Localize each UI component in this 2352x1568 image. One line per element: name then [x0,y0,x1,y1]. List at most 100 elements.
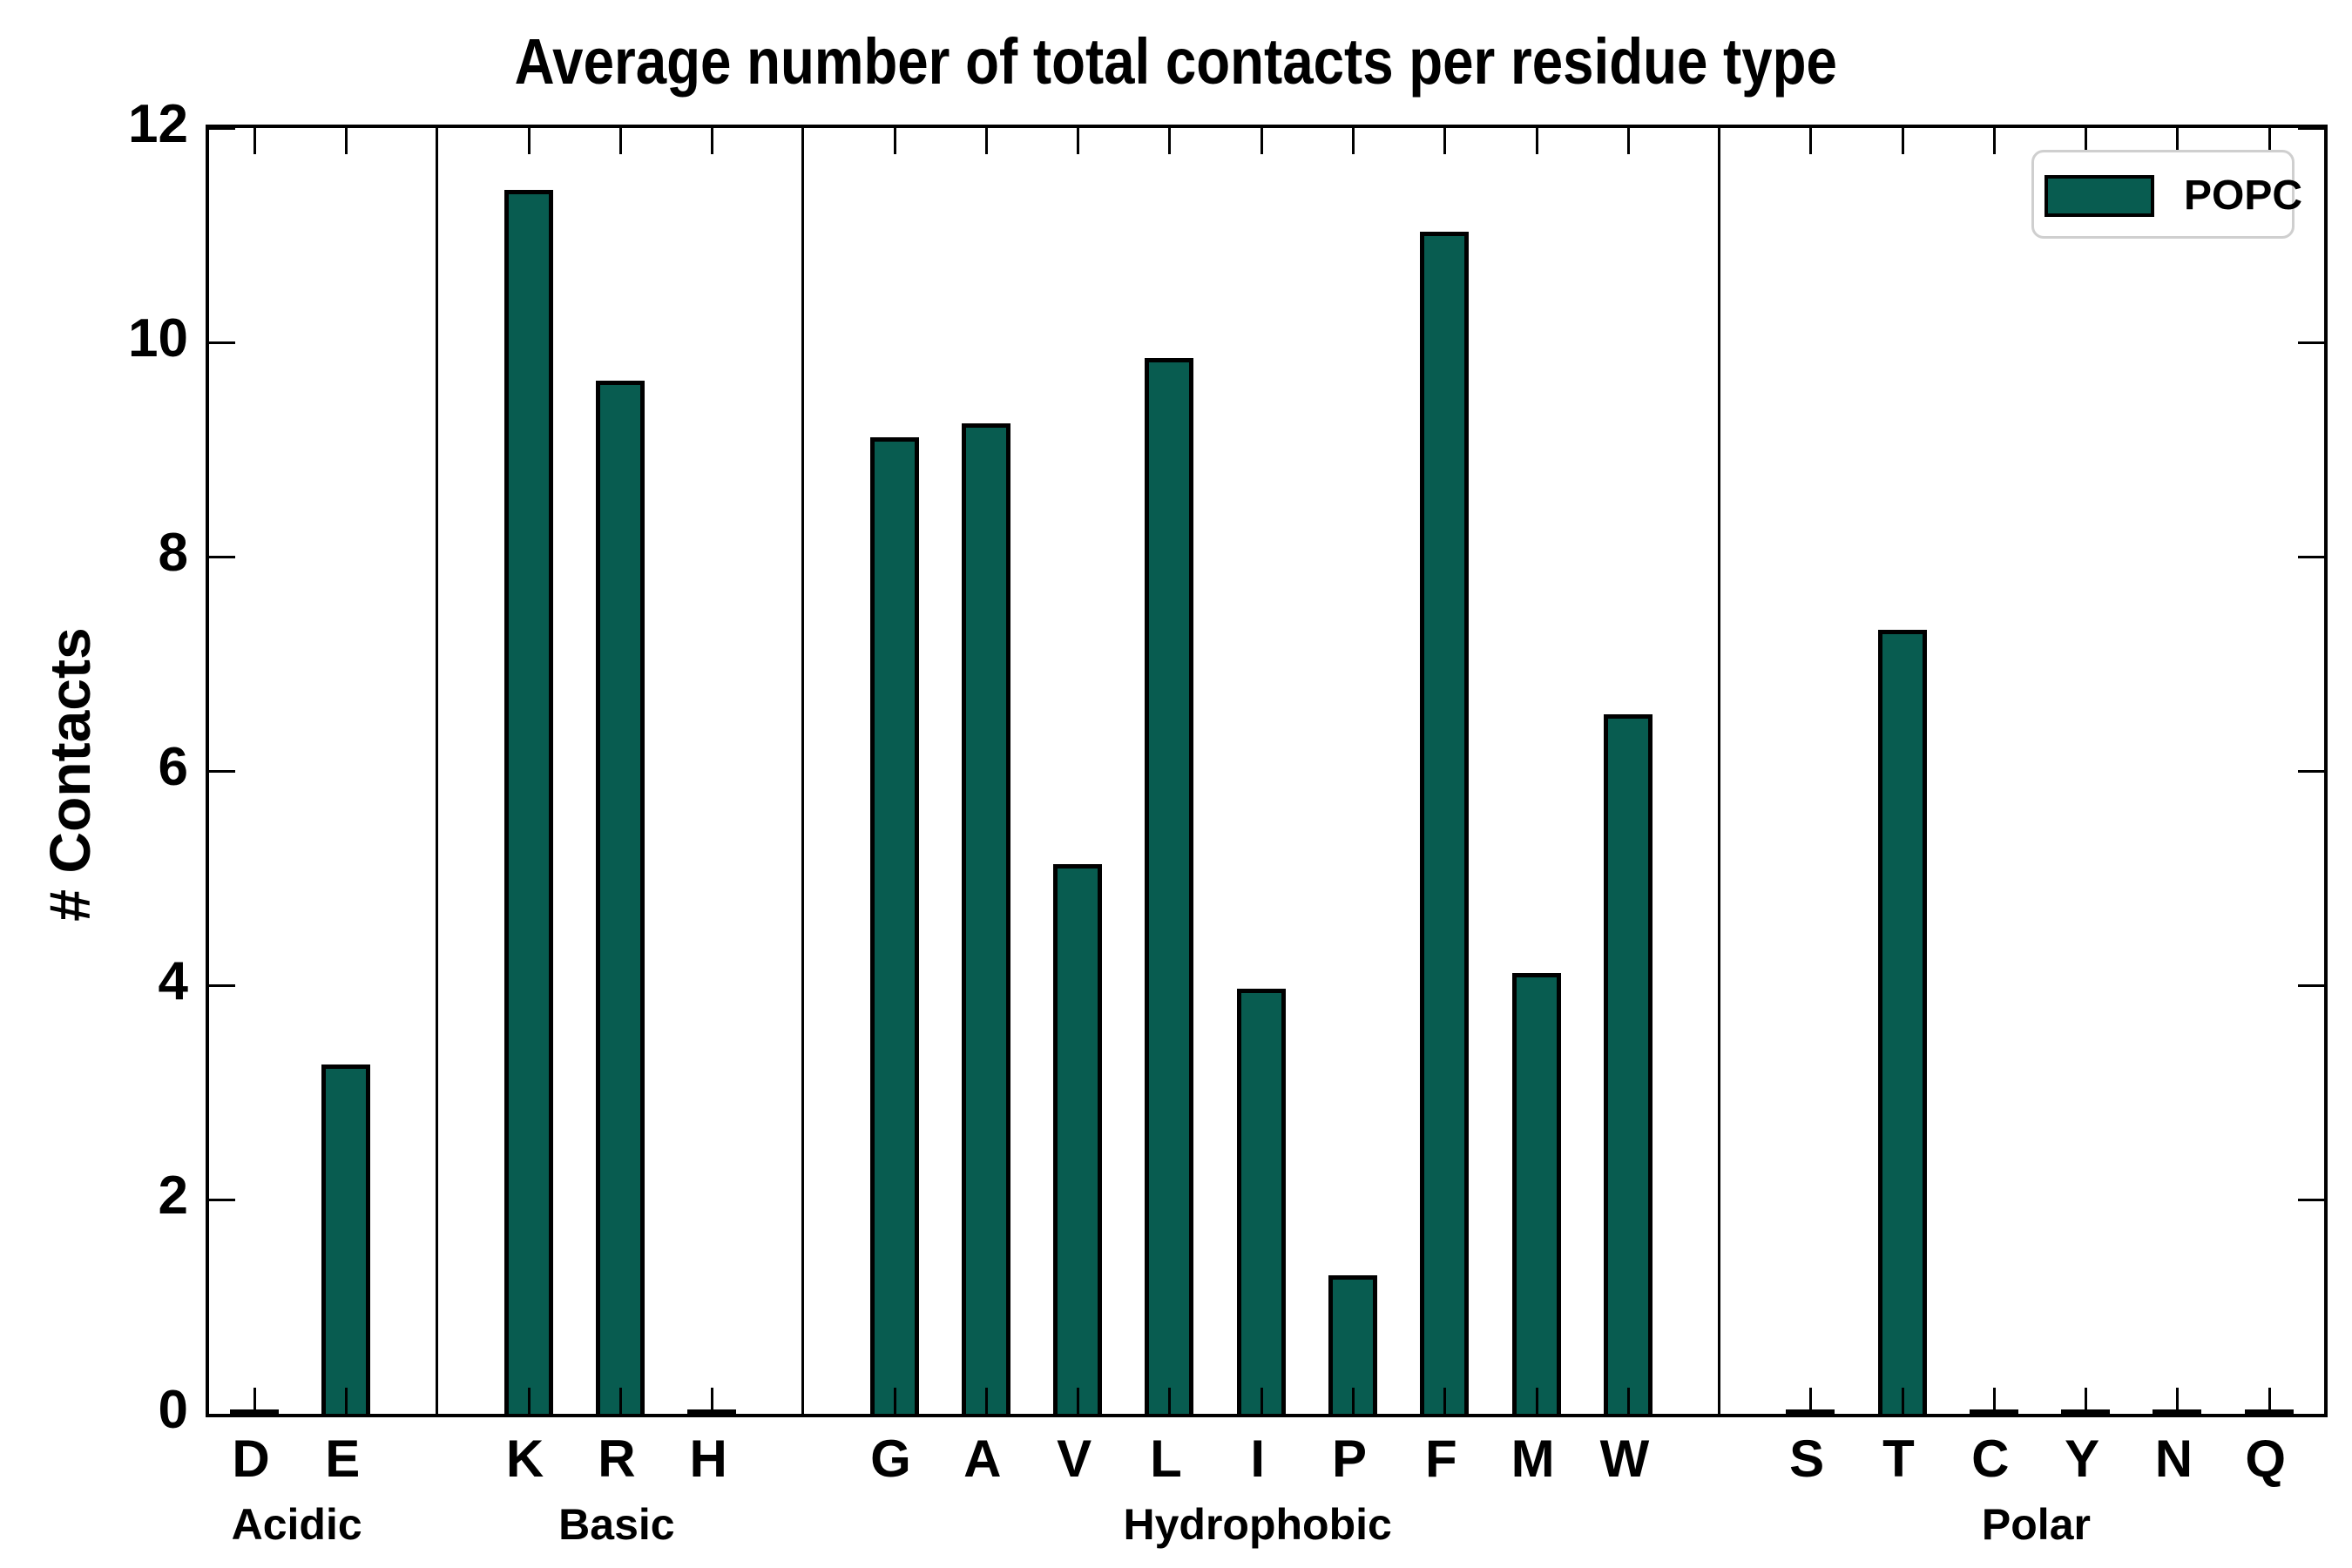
x-tick-S [1809,1388,1813,1414]
x-tick-C [1992,1388,1996,1414]
y-tick-2 [209,1199,235,1201]
x-tick-top-M [1535,128,1538,154]
x-tick-top-A [984,128,988,154]
x-tick-R [618,1388,622,1414]
x-tick-top-N [2176,128,2180,154]
x-tick-label-K: K [505,1429,544,1488]
x-tick-Q [2268,1388,2271,1414]
chart-title-text: Average number of total contacts per res… [514,25,1838,98]
x-tick-top-L [1168,128,1172,154]
x-tick-P [1352,1388,1355,1414]
y-tick-label-4: 4 [158,951,188,1011]
chart-title: Average number of total contacts per res… [0,24,2352,98]
x-tick-H [711,1388,714,1414]
x-tick-label-L: L [1150,1429,1182,1488]
x-tick-D [253,1388,256,1414]
x-tick-label-I: I [1250,1429,1266,1488]
x-tick-label-M: M [1511,1429,1555,1488]
y-tick-right-6 [2298,770,2324,773]
x-tick-I [1260,1388,1263,1414]
x-tick-top-V [1077,128,1080,154]
group-separator-2 [801,128,804,1414]
x-tick-top-T [1901,128,1904,154]
group-label-polar: Polar [1981,1500,2091,1549]
bar-G [869,437,919,1414]
bar-W [1603,714,1652,1414]
plot-area [206,125,2328,1417]
bar-I [1236,989,1286,1414]
x-tick-T [1901,1388,1904,1414]
x-tick-K [527,1388,531,1414]
x-tick-label-E: E [325,1429,361,1488]
x-tick-top-R [618,128,622,154]
x-tick-F [1443,1388,1447,1414]
y-tick-label-10: 10 [128,308,188,368]
y-tick-right-2 [2298,1199,2324,1201]
bar-A [961,423,1010,1414]
x-tick-label-T: T [1882,1429,1915,1488]
x-tick-label-C: C [1971,1429,2010,1488]
x-tick-label-P: P [1331,1429,1368,1488]
y-tick-8 [209,556,235,558]
x-tick-label-D: D [232,1429,270,1488]
x-tick-label-V: V [1057,1429,1092,1488]
y-tick-label-12: 12 [128,94,188,154]
x-tick-top-F [1443,128,1447,154]
x-tick-W [1626,1388,1630,1414]
x-tick-label-H: H [689,1429,727,1488]
legend-swatch-popc [2044,175,2154,217]
x-tick-top-Y [2085,128,2088,154]
y-tick-label-0: 0 [158,1380,188,1440]
x-tick-label-W: W [1599,1429,1650,1488]
x-tick-top-P [1352,128,1355,154]
x-tick-L [1168,1388,1172,1414]
y-tick-12 [209,127,235,130]
x-tick-label-F: F [1424,1429,1457,1488]
bar-V [1053,864,1103,1414]
x-tick-label-A: A [963,1429,1002,1488]
x-tick-top-C [1992,128,1996,154]
x-tick-Y [2085,1388,2088,1414]
x-tick-top-E [345,128,348,154]
x-tick-label-R: R [598,1429,636,1488]
x-tick-G [893,1388,896,1414]
y-tick-4 [209,984,235,987]
x-tick-label-G: G [870,1429,911,1488]
y-tick-right-4 [2298,984,2324,987]
x-tick-V [1077,1388,1080,1414]
x-tick-top-K [527,128,531,154]
x-tick-top-H [711,128,714,154]
y-tick-label-6: 6 [158,737,188,797]
group-separator-3 [1718,128,1720,1414]
y-tick-label-2: 2 [158,1166,188,1226]
x-tick-label-N: N [2154,1429,2193,1488]
legend-box: POPC [2031,150,2302,239]
x-tick-label-S: S [1789,1429,1825,1488]
y-tick-label-8: 8 [158,523,188,583]
group-separator-1 [436,128,438,1414]
x-tick-top-I [1260,128,1263,154]
group-label-basic: Basic [558,1500,675,1549]
bar-M [1511,973,1561,1414]
y-tick-right-10 [2298,341,2324,344]
bar-F [1420,232,1470,1414]
group-label-hydrophobic: Hydrophobic [1123,1500,1392,1549]
y-tick-right-8 [2298,556,2324,558]
y-tick-10 [209,341,235,344]
x-tick-A [984,1388,988,1414]
x-tick-label-Y: Y [2065,1429,2100,1488]
bar-L [1145,358,1194,1414]
bar-K [504,190,553,1414]
bar-E [321,1064,371,1414]
group-label-acidic: Acidic [231,1500,362,1549]
y-tick-6 [209,770,235,773]
x-tick-top-W [1626,128,1630,154]
bar-T [1877,630,1927,1414]
x-tick-top-S [1809,128,1813,154]
x-tick-top-D [253,128,256,154]
legend-label-popc: POPC [2184,172,2303,219]
x-tick-E [345,1388,348,1414]
x-tick-N [2176,1388,2180,1414]
x-tick-top-Q [2268,128,2271,154]
